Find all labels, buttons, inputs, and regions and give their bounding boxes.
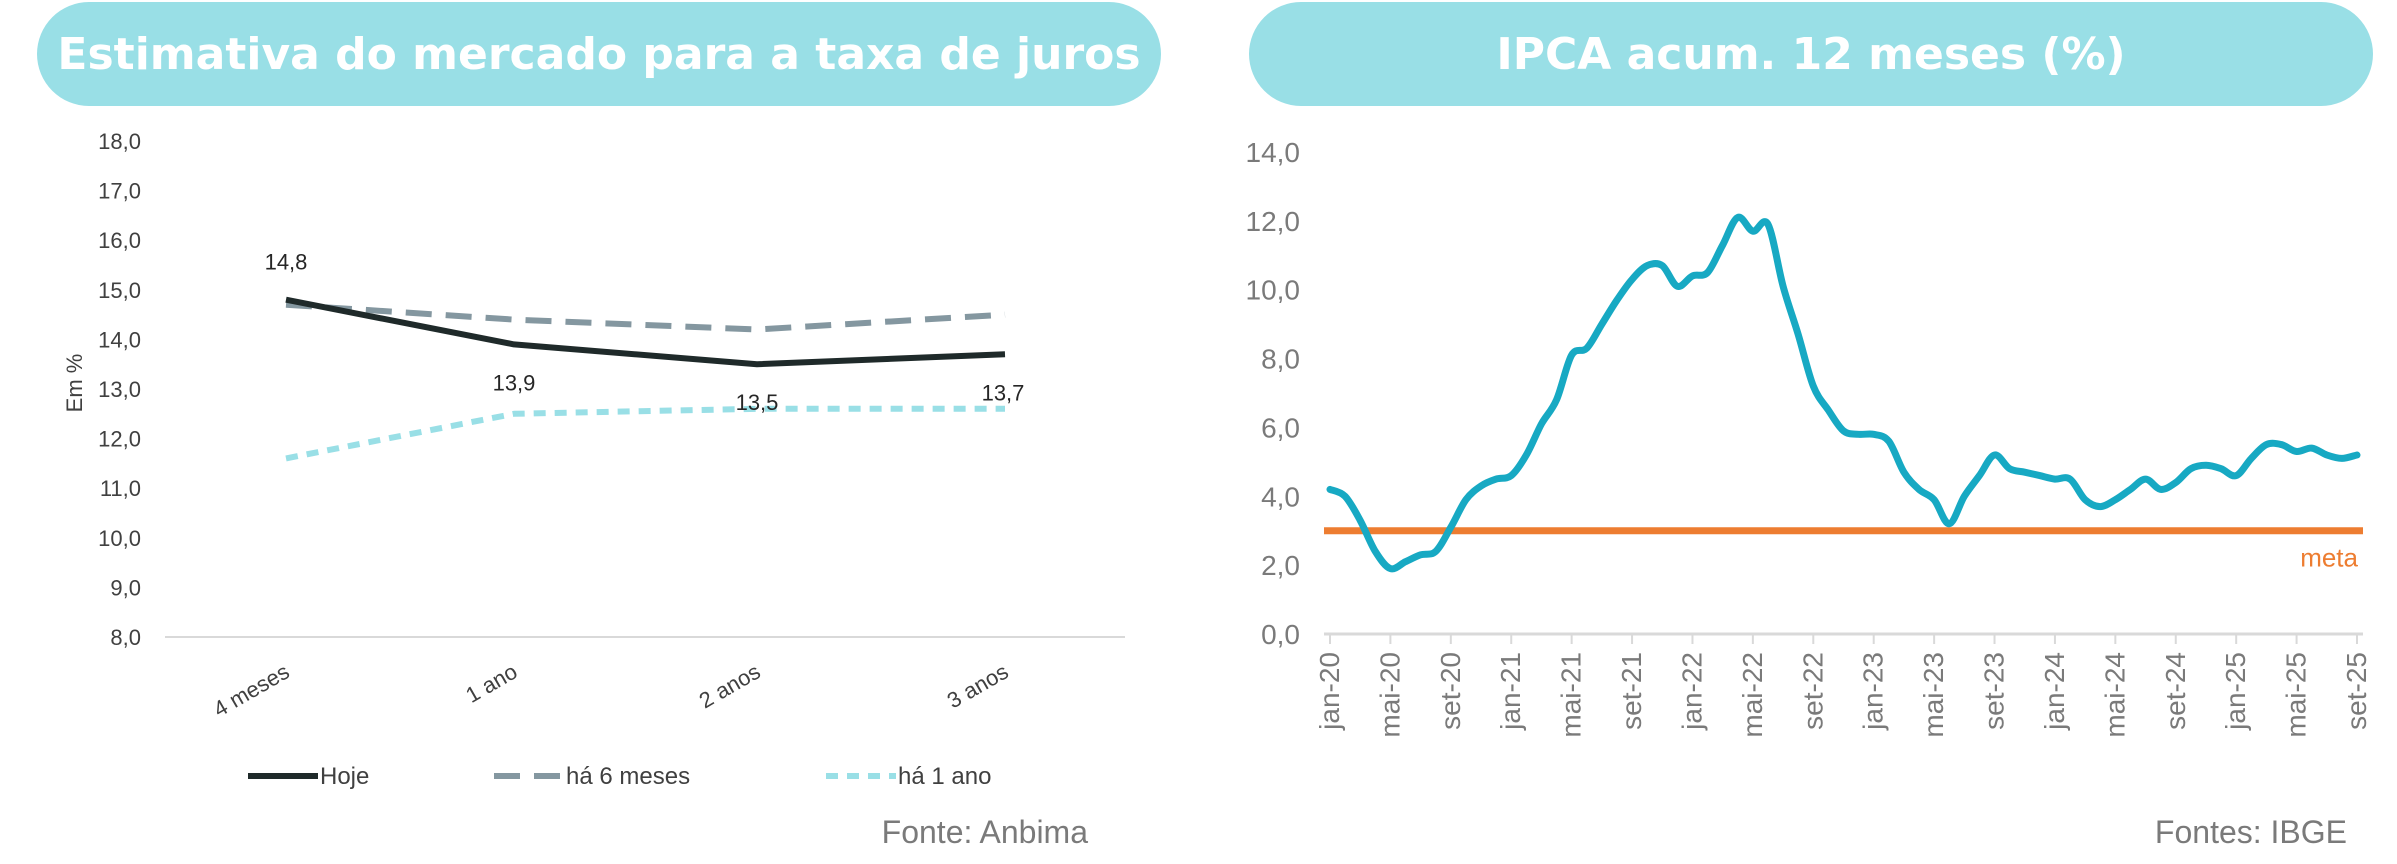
ipca-x-tick: mai-20 <box>1374 652 1405 738</box>
ipca-x-tick: mai-23 <box>1918 652 1949 738</box>
ipca-x-tick: set-23 <box>1979 652 2010 730</box>
ipca-x-tick: mai-21 <box>1556 652 1587 738</box>
juros-x-tick: 1 ano <box>461 659 521 708</box>
juros-y-tick: 12,0 <box>98 427 141 452</box>
juros-y-axis-label: Em % <box>62 354 87 413</box>
chart-title-ipca: IPCA acum. 12 meses (%) <box>1249 2 2373 106</box>
juros-x-tick: 4 meses <box>209 659 294 722</box>
ipca-x-tick: jan-23 <box>1858 652 1889 731</box>
ipca-meta-label: meta <box>2300 543 2358 573</box>
juros-y-tick: 8,0 <box>110 625 141 650</box>
juros-y-tick: 18,0 <box>98 129 141 154</box>
juros-data-label: 13,9 <box>493 370 536 395</box>
juros-y-tick: 14,0 <box>98 327 141 352</box>
juros-y-tick: 13,0 <box>98 377 141 402</box>
ipca-x-tick: mai-22 <box>1737 652 1768 738</box>
juros-series-line <box>285 405 1005 462</box>
ipca-x-tick: jan-20 <box>1314 652 1345 731</box>
juros-y-tick: 16,0 <box>98 228 141 253</box>
juros-y-tick: 17,0 <box>98 179 141 204</box>
ipca-x-tick: set-21 <box>1616 652 1647 730</box>
ipca-x-tick: jan-24 <box>2039 652 2070 731</box>
juros-series-line <box>285 296 1006 368</box>
juros-y-tick: 9,0 <box>110 575 141 600</box>
juros-chart: 18,0 17,0 16,0 15,0 14,0 13,0 12,0 11,0 10,0 9,0 8… <box>62 129 1125 850</box>
juros-x-tick: 3 anos <box>943 659 1013 714</box>
juros-legend-label: há 1 ano <box>898 763 991 790</box>
ipca-y-tick: 0,0 <box>1261 619 1300 650</box>
juros-legend-label: Hoje <box>320 763 369 790</box>
juros-data-label: 13,5 <box>736 390 779 415</box>
chart-title-juros: Estimativa do mercado para a taxa de jur… <box>37 2 1161 106</box>
ipca-y-tick: 12,0 <box>1246 206 1301 237</box>
juros-y-tick: 15,0 <box>98 278 141 303</box>
ipca-series-line <box>1326 213 2361 573</box>
ipca-x-tick: set-25 <box>2341 652 2372 730</box>
juros-y-tick: 10,0 <box>98 526 141 551</box>
ipca-x-tick: mai-25 <box>2281 652 2312 738</box>
ipca-chart: 14,0 12,0 10,0 8,0 6,0 4,0 2,0 0,0 jan-20 mai-20 s… <box>1246 137 2373 850</box>
ipca-x-tick: mai-24 <box>2099 652 2130 738</box>
ipca-x-tick: set-24 <box>2160 652 2191 730</box>
ipca-source: Fontes: IBGE <box>2155 814 2347 850</box>
juros-series-line <box>285 301 1006 333</box>
ipca-x-tick: set-20 <box>1435 652 1466 730</box>
juros-y-tick: 11,0 <box>100 476 141 501</box>
ipca-y-tick: 2,0 <box>1261 550 1300 581</box>
juros-source: Fonte: Anbima <box>882 814 1089 850</box>
juros-legend-label: há 6 meses <box>566 763 690 790</box>
ipca-x-tick: jan-25 <box>2220 652 2251 731</box>
ipca-y-tick: 4,0 <box>1261 481 1300 512</box>
ipca-x-tick: jan-22 <box>1676 652 1707 731</box>
ipca-x-tick: set-22 <box>1797 652 1828 730</box>
ipca-y-tick: 10,0 <box>1246 275 1301 306</box>
ipca-y-tick: 8,0 <box>1261 344 1300 375</box>
ipca-y-tick: 14,0 <box>1246 137 1301 168</box>
ipca-x-tick: jan-21 <box>1495 652 1526 731</box>
juros-x-tick: 2 anos <box>695 659 765 714</box>
juros-data-label: 13,7 <box>982 380 1025 405</box>
juros-data-label: 14,8 <box>265 250 308 275</box>
ipca-y-tick: 6,0 <box>1261 412 1300 443</box>
